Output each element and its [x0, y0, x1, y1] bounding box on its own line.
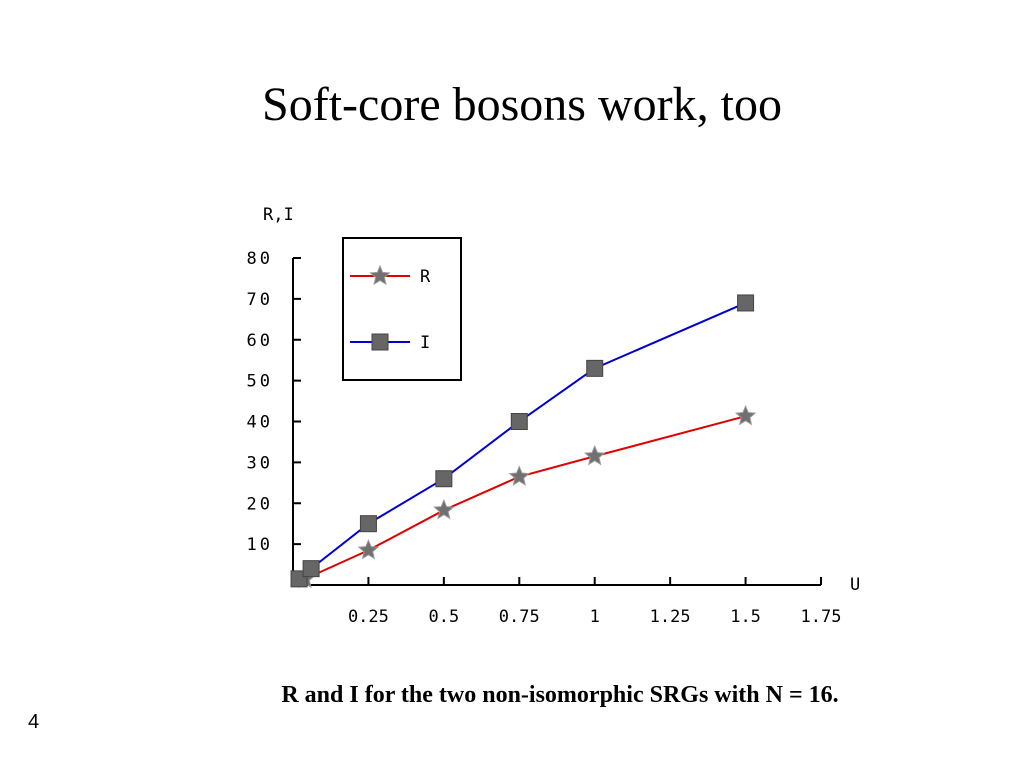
x-tick-label: 1.75 [801, 607, 842, 627]
legend-label: I [420, 333, 430, 353]
x-tick-label: 1.5 [730, 607, 761, 627]
y-tick-label: 40 [247, 413, 273, 433]
square-marker [586, 359, 604, 377]
legend-box [342, 237, 462, 381]
square-marker [510, 413, 528, 430]
legend-label: R [420, 267, 431, 287]
star-marker [508, 465, 531, 486]
x-tick-label: 1.25 [650, 607, 691, 627]
square-marker [435, 470, 453, 488]
star-marker [369, 264, 391, 286]
square-marker [359, 515, 377, 533]
x-tick-label: 0.75 [499, 607, 540, 627]
x-axis-label: U [850, 575, 860, 595]
square-marker [302, 560, 320, 578]
square-marker [371, 333, 389, 351]
star-marker [583, 444, 606, 466]
star-marker [734, 404, 757, 426]
y-axis-label: R,I [263, 205, 294, 225]
series-line [304, 415, 746, 580]
x-tick-label: 1 [590, 607, 600, 627]
x-tick-label: 0.5 [428, 607, 459, 627]
page-number: 4 [28, 711, 39, 733]
y-tick-label: 70 [247, 290, 273, 310]
star-marker [357, 539, 380, 560]
star-marker [433, 498, 455, 520]
y-tick-label: 50 [247, 372, 273, 392]
y-tick-label: 80 [247, 249, 273, 269]
y-tick-label: 60 [247, 331, 273, 351]
y-tick-label: 30 [247, 453, 273, 473]
y-tick-label: 20 [247, 494, 273, 514]
square-marker [737, 294, 755, 312]
x-tick-label: 0.25 [348, 607, 389, 627]
y-tick-label: 10 [247, 535, 273, 555]
slide-title: Soft-core bosons work, too [262, 78, 782, 131]
caption: R and I for the two non-isomorphic SRGs … [281, 682, 838, 708]
